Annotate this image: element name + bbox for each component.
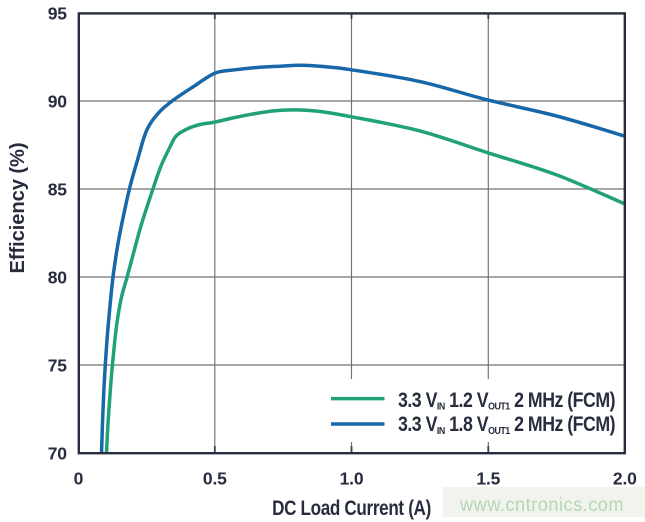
svg-text:DC Load Current (A): DC Load Current (A) — [272, 497, 431, 520]
svg-text:80: 80 — [48, 267, 68, 287]
svg-text:Efficiency (%): Efficiency (%) — [7, 143, 29, 274]
svg-text:0: 0 — [74, 468, 84, 488]
svg-text:95: 95 — [48, 3, 68, 23]
svg-text:90: 90 — [48, 91, 68, 111]
svg-text:www.cntronics.com: www.cntronics.com — [459, 494, 624, 516]
svg-text:70: 70 — [48, 443, 68, 463]
svg-text:75: 75 — [48, 355, 68, 375]
svg-text:2.0: 2.0 — [613, 468, 637, 488]
svg-text:1.0: 1.0 — [340, 468, 364, 488]
svg-text:85: 85 — [48, 179, 68, 199]
svg-text:1.5: 1.5 — [476, 468, 500, 488]
svg-text:3.3 VIN 1.2 VOUT1 2 MHz (FCM): 3.3 VIN 1.2 VOUT1 2 MHz (FCM) — [398, 388, 615, 412]
svg-text:0.5: 0.5 — [203, 468, 227, 488]
